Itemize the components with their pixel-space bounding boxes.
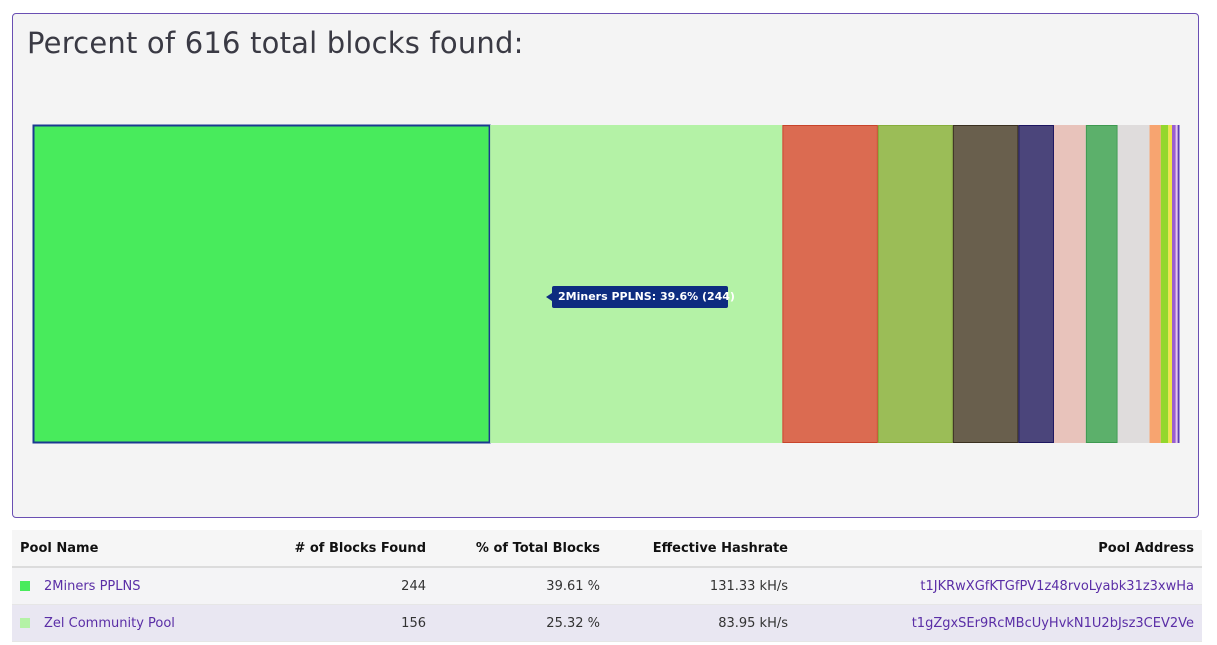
bar-segment-0[interactable] — [32, 124, 491, 444]
chart-title: Percent of 616 total blocks found: — [27, 26, 524, 60]
blocks-found-cell: 156 — [248, 604, 434, 642]
pool-address-link[interactable]: t1gZgxSEr9RcMBcUyHvkN1U2bJsz3CEV2Ve — [911, 615, 1194, 631]
hashrate-cell: 83.95 kH/s — [608, 604, 796, 642]
bar-segment-4[interactable] — [952, 125, 1019, 443]
pct-total-cell: 25.32 % — [434, 604, 608, 642]
pool-color-swatch — [20, 580, 30, 591]
header-blocks-found[interactable]: # of Blocks Found — [248, 530, 434, 568]
bar-segment-10[interactable] — [1160, 125, 1169, 443]
pct-total-cell: 39.61 % — [434, 567, 608, 605]
pool-name-cell: 2Miners PPLNS — [12, 567, 248, 605]
table-row: Zel Community Pool 156 25.32 % 83.95 kH/… — [12, 604, 1202, 642]
bar-segment-11[interactable] — [1168, 125, 1173, 443]
table-row: 2Miners PPLNS 244 39.61 % 131.33 kH/s t1… — [12, 567, 1202, 605]
chart-card: Percent of 616 total blocks found: 2Mine… — [12, 13, 1199, 518]
header-pool-address[interactable]: Pool Address — [796, 530, 1202, 568]
header-hashrate[interactable]: Effective Hashrate — [608, 530, 796, 568]
pool-name-cell: Zel Community Pool — [12, 604, 248, 642]
hashrate-cell: 131.33 kH/s — [608, 567, 796, 605]
chart-tooltip: 2Miners PPLNS: 39.6% (244) — [546, 286, 735, 308]
pool-name-link[interactable]: 2Miners PPLNS — [44, 578, 141, 594]
bar-segment-7[interactable] — [1085, 125, 1118, 443]
table-header-row: Pool Name # of Blocks Found % of Total B… — [12, 530, 1202, 568]
pool-address-cell: t1JKRwXGfKTGfPV1z48rvoLyabk31z3xwHa — [796, 567, 1202, 605]
pool-color-swatch — [20, 617, 30, 628]
bar-segment-3[interactable] — [877, 125, 953, 443]
pool-name-link[interactable]: Zel Community Pool — [44, 615, 175, 631]
bar-segment-2[interactable] — [782, 125, 878, 443]
bar-segment-9[interactable] — [1149, 125, 1161, 443]
pool-address-link[interactable]: t1JKRwXGfKTGfPV1z48rvoLyabk31z3xwHa — [920, 578, 1194, 594]
bar-segment-8[interactable] — [1117, 125, 1150, 443]
pools-table: Pool Name # of Blocks Found % of Total B… — [12, 530, 1202, 642]
header-pool-name[interactable]: Pool Name — [12, 530, 248, 568]
bar-segment-1[interactable] — [490, 125, 783, 443]
bar-segment-6[interactable] — [1053, 125, 1086, 443]
blocks-found-cell: 244 — [248, 567, 434, 605]
header-pct-total[interactable]: % of Total Blocks — [434, 530, 608, 568]
bar-segment-5[interactable] — [1018, 125, 1054, 443]
bar-segment-12[interactable] — [1172, 125, 1176, 443]
blocks-bar-chart — [32, 124, 1180, 444]
bar-segment-13[interactable] — [1175, 125, 1178, 443]
pool-address-cell: t1gZgxSEr9RcMBcUyHvkN1U2bJsz3CEV2Ve — [796, 604, 1202, 642]
bar-segment-14[interactable] — [1177, 125, 1180, 443]
